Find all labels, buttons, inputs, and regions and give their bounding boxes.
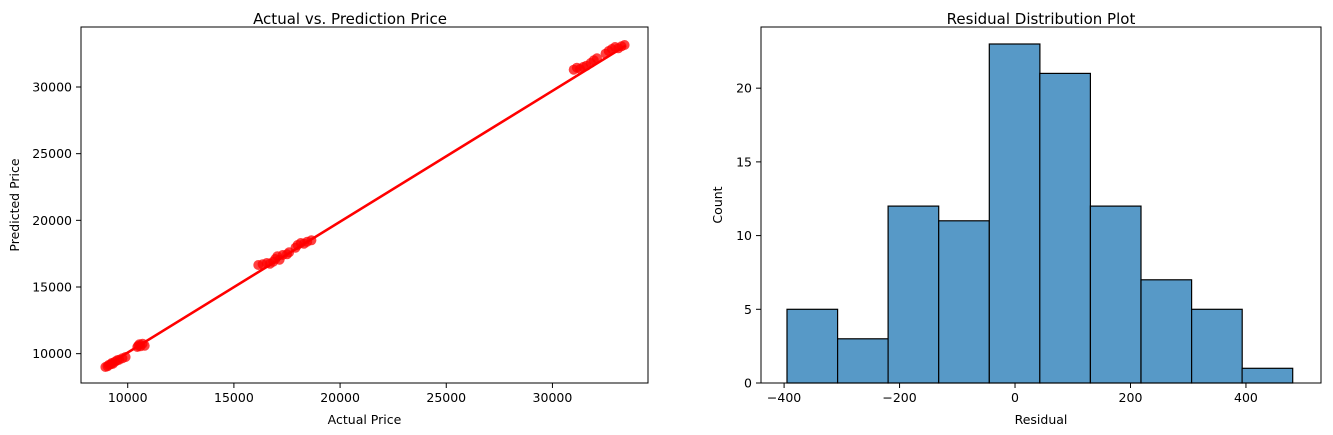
y-tick-label: 0 (744, 376, 752, 391)
histogram-plot-frame (760, 26, 1322, 384)
scatter-x-axis: 10000 15000 20000 25000 30000 (108, 383, 573, 405)
y-tick-label: 10 (736, 228, 752, 243)
scatter-marks (100, 40, 630, 372)
histogram-bar (1089, 205, 1142, 384)
histogram-chart-title: Residual Distribution Plot (947, 10, 1136, 28)
x-tick-label: 15000 (214, 390, 254, 405)
y-tick-label: 5 (744, 302, 752, 317)
histogram-bar (1241, 367, 1294, 384)
histogram-bars (786, 43, 1294, 384)
x-tick-label: 0 (1011, 390, 1019, 405)
y-tick-label: 30000 (32, 80, 72, 95)
regression-line (104, 44, 627, 368)
y-tick-label: 15 (736, 154, 752, 169)
x-tick-label: 25000 (426, 390, 466, 405)
y-tick-label: 20000 (32, 213, 72, 228)
y-tick-label: 25000 (32, 146, 72, 161)
histogram-bar (938, 220, 990, 384)
histogram-x-axis: −400 −200 0 200 400 (767, 383, 1258, 405)
scatter-y-axis: 10000 15000 20000 25000 30000 (32, 80, 81, 361)
scatter-x-axis-title: Actual Price (328, 412, 402, 427)
x-tick-label: 200 (1119, 390, 1143, 405)
scatter-plot-frame (80, 26, 649, 384)
x-tick-label: 400 (1234, 390, 1258, 405)
histogram-bar (988, 43, 1041, 384)
x-tick-label: −200 (882, 390, 916, 405)
histogram-x-axis-title: Residual (1015, 412, 1068, 427)
scatter-chart-title: Actual vs. Prediction Price (253, 10, 447, 28)
scatter-chart: Actual vs. Prediction Price 10000 15000 20… (7, 10, 649, 427)
histogram-y-axis-title: Count (710, 186, 725, 223)
histogram-bar (887, 205, 940, 384)
y-tick-label: 20 (736, 81, 752, 96)
histogram-bar (1039, 72, 1092, 384)
scatter-y-axis-title: Predicted Price (7, 158, 22, 251)
histogram-bar (1140, 279, 1193, 384)
histogram-bar (836, 338, 889, 384)
histogram-y-axis: 0 5 10 15 20 (736, 81, 761, 391)
x-tick-label: 30000 (533, 390, 573, 405)
histogram-bar (1190, 308, 1243, 384)
x-tick-label: −400 (767, 390, 801, 405)
y-tick-label: 10000 (32, 346, 72, 361)
histogram-chart: Residual Distribution Plot −400 −200 0 200 4… (710, 10, 1322, 427)
y-tick-label: 15000 (32, 280, 72, 295)
histogram-bar (786, 308, 839, 384)
x-tick-label: 10000 (108, 390, 148, 405)
x-tick-label: 20000 (320, 390, 360, 405)
